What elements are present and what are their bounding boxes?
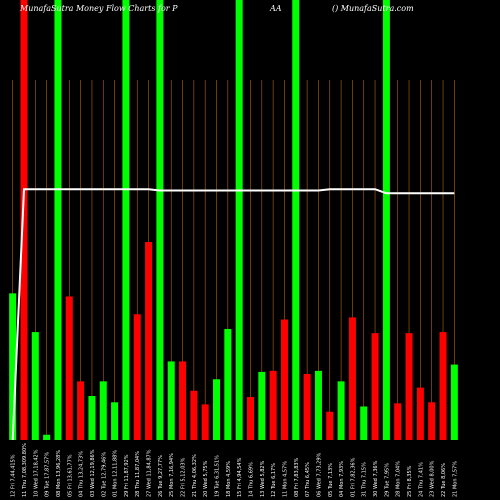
- bar: [280, 319, 288, 440]
- chart-title-symbol: AA: [270, 4, 282, 13]
- x-tick-label: 01 Mon 12,11,88%: [113, 450, 119, 497]
- bar: [371, 333, 379, 440]
- x-tick-label: 12 Tue 6,17%: [271, 463, 277, 497]
- bar: [439, 332, 447, 440]
- x-tick-label: 21 Thu 4,06,32%: [192, 454, 198, 497]
- x-tick-label: 06 Wed 7,73,29%: [316, 452, 322, 497]
- chart-title-site: () MunafaSutra.com: [332, 4, 414, 13]
- bar: [394, 403, 402, 440]
- x-tick-label: 31 Thu 7,15%: [362, 462, 368, 497]
- x-tick-label: 03 Wed 12,19,86%: [90, 449, 96, 497]
- x-tick-label: 14 Thu 6,69%: [248, 462, 254, 497]
- chart-title-left: MunafaSutra Money Flow Charts for P: [20, 4, 178, 13]
- x-tick-label: 04 Thu 13,24,73%: [79, 451, 85, 497]
- bar: [20, 0, 28, 440]
- bar: [122, 0, 130, 440]
- bar: [246, 397, 254, 440]
- x-tick-label: 12 Fri 7,44,415%: [11, 454, 17, 497]
- bar: [190, 390, 198, 440]
- bar: [224, 328, 232, 440]
- bar: [179, 361, 187, 440]
- x-tick-label: 26 Tue 9,27,77%: [158, 455, 164, 497]
- x-tick-label: 11 Mon 4,57%: [282, 461, 288, 497]
- x-tick-label: 01 Fri 7,82,36%: [350, 457, 356, 497]
- bar: [450, 364, 458, 440]
- x-tick-label: 08 Fri 7,83,83%: [294, 457, 300, 497]
- bar: [145, 242, 153, 440]
- x-tick-label: 21 Mon 7,57%: [452, 461, 458, 497]
- bar: [133, 314, 141, 440]
- bar: [88, 396, 96, 440]
- bar: [31, 332, 39, 440]
- bar: [360, 406, 368, 440]
- x-tick-label: 10 Wed 17,18,42%: [33, 449, 39, 497]
- bar: [213, 379, 221, 440]
- x-tick-label: 15 Fri 4,94,54%: [237, 457, 243, 497]
- bar: [258, 371, 266, 440]
- x-tick-label: 02 Tue 12,79,46%: [101, 452, 107, 497]
- bar: [428, 402, 436, 440]
- bar: [99, 381, 107, 440]
- x-tick-label: 07 Thu 6,45%: [305, 462, 311, 497]
- bar: [269, 370, 277, 440]
- bar: [382, 0, 390, 440]
- x-tick-label: 19 Tue 6,31,51%: [215, 455, 221, 497]
- bar: [156, 0, 164, 440]
- bar: [235, 0, 243, 440]
- x-tick-label: 05 Tue 7,13%: [328, 463, 334, 497]
- x-tick-label: 28 Thu 11,87,04%: [135, 451, 141, 497]
- x-tick-label: 08 Mon 13,96,28%: [56, 450, 62, 497]
- bar: [111, 402, 119, 440]
- bar: [416, 387, 424, 440]
- x-tick-label: 13 Wed 5,82%: [260, 460, 266, 497]
- bar: [54, 0, 62, 440]
- bar: [292, 0, 300, 440]
- bar: [314, 370, 322, 440]
- x-tick-label: 20 Wed 5,75%: [203, 460, 209, 497]
- bar: [77, 381, 85, 440]
- x-tick-label: 25 Fri 8,35%: [407, 465, 413, 497]
- bar: [65, 296, 73, 440]
- bar: [405, 333, 413, 440]
- x-tick-label: 11 Thu 7,08,309.80%: [22, 443, 28, 497]
- bar: [201, 404, 209, 440]
- x-tick-label: 04 Mon 7,93%: [339, 461, 345, 497]
- x-tick-label: 30 Wed 7,36%: [373, 460, 379, 497]
- bar: [9, 293, 17, 440]
- x-tick-label: 05 Fri 13,61,77%: [67, 454, 73, 497]
- x-tick-label: 18 Mon 4,59%: [226, 461, 232, 497]
- money-flow-line: [11, 188, 455, 441]
- x-tick-label: 29 Fri 11,87,92%: [124, 454, 130, 497]
- x-tick-label: 28 Mon 7,04%: [396, 461, 402, 497]
- bar: [348, 317, 356, 440]
- bar: [303, 374, 311, 440]
- bar: [326, 411, 334, 440]
- x-tick-label: 09 Tue 17,87,57%: [45, 452, 51, 497]
- bar: [167, 361, 175, 440]
- bar: [43, 434, 51, 440]
- x-tick-label: 22 Fri 5,12,03%: [181, 457, 187, 497]
- x-tick-label: 25 Mon 7,16,94%: [169, 453, 175, 497]
- x-tick-label: 27 Wed 11,84,87%: [147, 449, 153, 497]
- bar: [337, 381, 345, 440]
- x-tick-label: 29 Tue 7,95%: [384, 463, 390, 497]
- x-tick-label: 24 Thu 7,41%: [418, 462, 424, 497]
- x-tick-label: 22 Tue 8,06%: [441, 463, 447, 497]
- x-tick-label: 23 Wed 8,00%: [430, 460, 436, 497]
